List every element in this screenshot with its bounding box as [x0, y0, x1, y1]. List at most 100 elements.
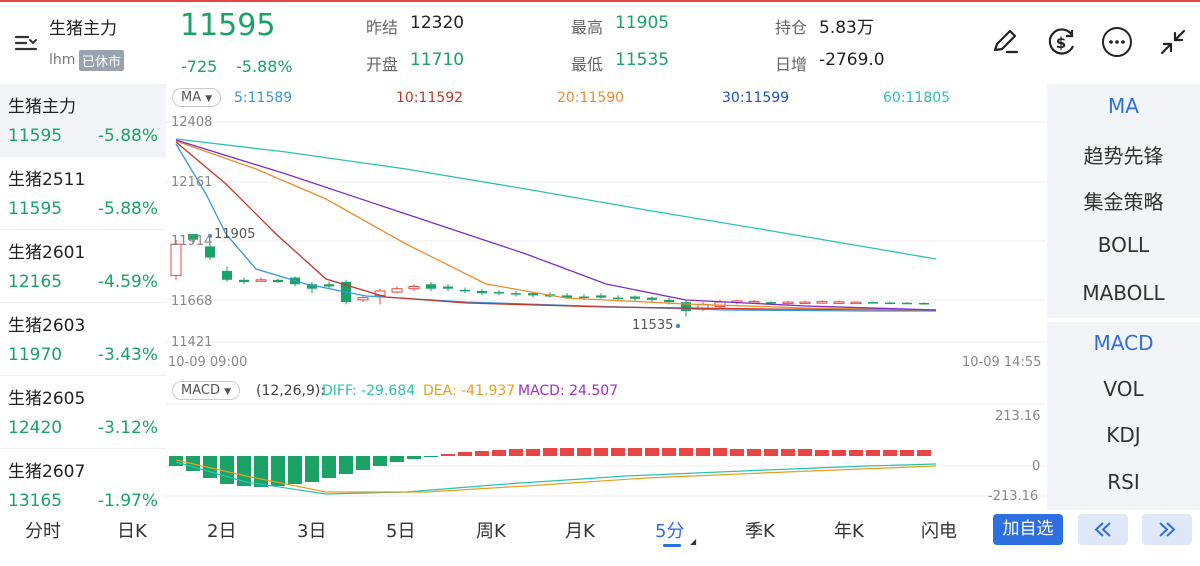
list-item[interactable]: 生猪2511 11595 -5.88%	[0, 157, 166, 230]
price-change-pct: -5.88%	[236, 57, 293, 76]
tab-weekly-k[interactable]: 周K	[476, 521, 506, 542]
currency-icon[interactable]: $	[1043, 24, 1079, 60]
macd-bar	[849, 450, 863, 456]
indicator-boll[interactable]: BOLL	[1097, 233, 1150, 257]
macd-bar	[322, 456, 336, 478]
menu-icon[interactable]	[12, 28, 42, 58]
double-chevron-right-icon	[1159, 522, 1176, 537]
time-end: 10-09 14:55	[962, 355, 1042, 370]
stat-prev-settle-label: 昨结	[366, 18, 399, 37]
candle-body	[919, 302, 929, 305]
macd-diff-line	[175, 461, 937, 495]
ma-dropdown-label: MA	[181, 90, 202, 105]
indicator-maboll[interactable]: MABOLL	[1082, 281, 1165, 305]
next-button[interactable]	[1142, 514, 1192, 545]
candle-body	[681, 302, 691, 312]
macd-bar	[764, 449, 778, 456]
stat-daily-inc-value: -2769.0	[819, 50, 885, 70]
macd-diff: DIFF: -29.684	[322, 383, 416, 399]
contract-name: 生猪2601	[8, 243, 86, 263]
indicator-kdj[interactable]: KDJ	[1106, 423, 1141, 447]
list-item[interactable]: 生猪2605 12420 -3.12%	[0, 376, 166, 449]
add-watchlist-button[interactable]: 加自选	[993, 514, 1063, 545]
stat-high-label: 最高	[571, 18, 604, 37]
tab-3day[interactable]: 3日	[297, 521, 327, 542]
list-item[interactable]: 生猪2601 12165 -4.59%	[0, 230, 166, 303]
list-item[interactable]: 生猪2607 13165 -1.97%	[0, 449, 166, 510]
indicator-macd[interactable]: MACD	[1093, 331, 1154, 355]
period-tab-bar: 分时 日K 2日 3日 5日 周K 月K 5分 ◢ 季K 年K 闪电 加自选	[0, 510, 1200, 566]
macd-y-mid: 0	[1032, 459, 1041, 474]
ma-dropdown[interactable]: MA ▼	[172, 88, 222, 107]
contract-pct: -3.43%	[97, 345, 158, 365]
macd-bar	[747, 449, 761, 456]
macd-bar	[900, 450, 914, 456]
candlestick-chart[interactable]	[166, 84, 1046, 510]
contract-price: 12420	[8, 418, 63, 438]
tab-lightning[interactable]: 闪电	[921, 521, 957, 542]
tab-quarterly-k[interactable]: 季K	[745, 521, 775, 542]
ma-line-3	[175, 139, 937, 311]
indicator-panel: MA 趋势先锋 集金策略 BOLL MABOLL MACD VOL KDJ RS…	[1047, 84, 1200, 510]
tab-2day[interactable]: 2日	[207, 521, 237, 542]
macd-value: MACD: 24.507	[518, 383, 619, 399]
macd-bar	[696, 448, 710, 456]
macd-dea: DEA: -41.937	[423, 383, 516, 399]
chevron-down-icon: ▼	[224, 387, 232, 397]
macd-bar	[815, 450, 829, 456]
stat-low-label: 最低	[571, 55, 604, 74]
candle-body	[799, 301, 811, 305]
contract-code: lhm	[49, 52, 76, 68]
candle-body	[664, 299, 674, 303]
contract-pct: -3.12%	[97, 418, 158, 438]
contract-price: 13165	[8, 491, 63, 510]
indicator-rsi[interactable]: RSI	[1107, 470, 1140, 494]
more-icon[interactable]	[1099, 24, 1135, 60]
draw-icon[interactable]	[987, 24, 1023, 60]
contract-name: 生猪2607	[8, 462, 86, 482]
indicator-trend-pioneer[interactable]: 趋势先锋	[1083, 144, 1164, 168]
macd-bar	[475, 451, 489, 456]
candle-body	[613, 297, 623, 300]
indicator-ma[interactable]: MA	[1108, 94, 1139, 118]
svg-text:$: $	[1056, 34, 1066, 52]
candle-body	[630, 296, 640, 299]
candle-body	[205, 246, 215, 258]
ma-line-4	[175, 138, 937, 260]
tab-timeshare[interactable]: 分时	[25, 521, 61, 542]
list-item[interactable]: 生猪2603 11970 -3.43%	[0, 303, 166, 376]
ma5-label: 5:11589	[234, 90, 293, 106]
tab-5min[interactable]: 5分	[655, 521, 685, 542]
indicator-vol[interactable]: VOL	[1103, 377, 1144, 401]
prev-button[interactable]	[1078, 514, 1128, 545]
contract-price: 12165	[8, 272, 63, 292]
macd-dropdown[interactable]: MACD ▼	[172, 381, 241, 400]
tab-monthly-k[interactable]: 月K	[565, 521, 595, 542]
macd-bar	[254, 456, 268, 487]
candle-body	[766, 302, 776, 304]
list-item[interactable]: 生猪主力 11595 -5.88%	[0, 84, 166, 157]
macd-bar	[390, 456, 404, 462]
y-tick: 12161	[171, 175, 213, 190]
stat-oi-label: 持仓	[775, 18, 808, 37]
tab-5day[interactable]: 5日	[386, 521, 416, 542]
candle-body	[902, 302, 912, 305]
macd-bar	[917, 450, 931, 456]
candle-body	[596, 295, 606, 298]
indicator-fund-strategy[interactable]: 集金策略	[1083, 190, 1164, 214]
tab-yearly-k[interactable]: 年K	[834, 521, 864, 542]
ma30-label: 30:11599	[722, 90, 790, 106]
contract-pct: -5.88%	[97, 126, 158, 146]
candle-body	[391, 288, 403, 293]
macd-bar	[883, 450, 897, 456]
macd-bar	[543, 448, 557, 456]
tab-daily-k[interactable]: 日K	[117, 521, 147, 542]
macd-bar	[662, 448, 676, 456]
collapse-icon[interactable]	[1155, 24, 1191, 60]
stat-open-label: 开盘	[366, 55, 399, 74]
macd-bar	[594, 448, 608, 456]
candle-body	[833, 301, 845, 304]
macd-bar	[305, 456, 319, 482]
macd-dea-line	[175, 459, 937, 493]
macd-bar	[628, 448, 642, 456]
